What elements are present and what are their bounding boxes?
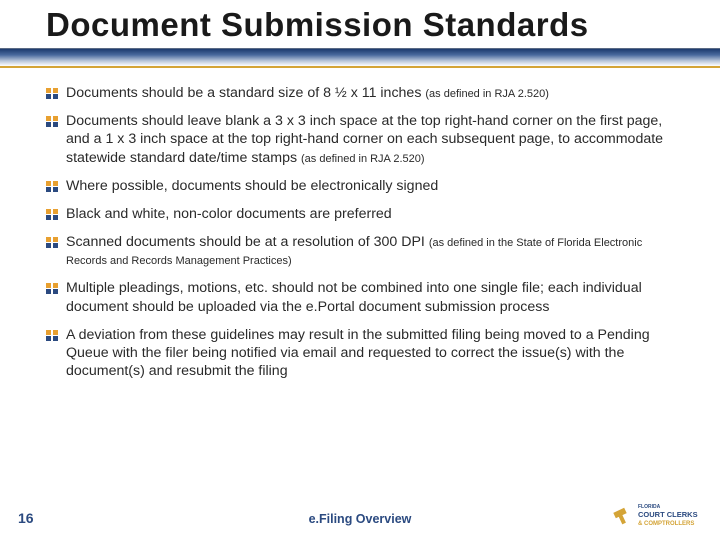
list-item: A deviation from these guidelines may re… bbox=[66, 326, 680, 381]
title-area: Document Submission Standards bbox=[0, 0, 720, 44]
bullet-text: Black and white, non-color documents are… bbox=[66, 206, 392, 222]
logo-text-bot: & COMPTROLLERS bbox=[638, 521, 694, 527]
gradient-bar bbox=[0, 48, 720, 66]
bullet-text: Scanned documents should be at a resolut… bbox=[66, 234, 429, 250]
list-item: Multiple pleadings, motions, etc. should… bbox=[66, 279, 680, 315]
list-item: Scanned documents should be at a resolut… bbox=[66, 233, 680, 269]
bullet-note: (as defined in RJA 2.520) bbox=[301, 153, 425, 165]
logo-text-mid: COURT CLERKS bbox=[638, 510, 698, 519]
list-item: Documents should leave blank a 3 x 3 inc… bbox=[66, 112, 680, 167]
list-item: Where possible, documents should be elec… bbox=[66, 177, 680, 195]
footer: 16 e.Filing Overview FLORIDA COURT CLERK… bbox=[0, 502, 720, 532]
bullet-text: Where possible, documents should be elec… bbox=[66, 178, 438, 194]
gavel-icon bbox=[613, 508, 626, 525]
bullet-text: Documents should be a standard size of 8… bbox=[66, 85, 425, 101]
bullet-note: (as defined in RJA 2.520) bbox=[425, 88, 549, 100]
org-logo: FLORIDA COURT CLERKS & COMPTROLLERS bbox=[612, 500, 702, 528]
slide: Document Submission Standards Documents … bbox=[0, 0, 720, 540]
content-area: Documents should be a standard size of 8… bbox=[0, 68, 720, 380]
list-item: Black and white, non-color documents are… bbox=[66, 205, 680, 223]
list-item: Documents should be a standard size of 8… bbox=[66, 84, 680, 102]
bullet-list: Documents should be a standard size of 8… bbox=[66, 84, 680, 380]
slide-title: Document Submission Standards bbox=[46, 6, 690, 44]
bullet-text: Multiple pleadings, motions, etc. should… bbox=[66, 280, 642, 314]
bullet-text: A deviation from these guidelines may re… bbox=[66, 327, 650, 379]
